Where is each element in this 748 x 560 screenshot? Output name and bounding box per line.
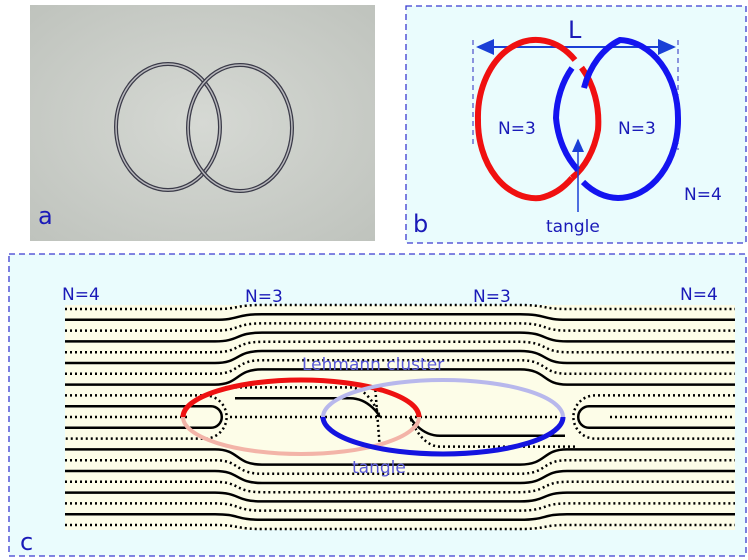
micrograph [30,5,375,241]
loop-label: N=3 [498,119,536,139]
figure: a L N=3 N=3 N=4 tangle b N=4 N=3 N=3 N=4… [0,0,748,560]
panel-label: b [413,210,428,238]
panel-label: a [38,202,53,230]
page: {"panel_a": {"label": "a"}, "panel_b": {… [0,0,748,560]
tangle-label: tangle [546,217,600,237]
region-label: N=3 [473,287,511,307]
region-label: N=4 [684,185,722,205]
cluster-label: Lehmann cluster [302,355,444,375]
tangle-label: tangle [352,458,406,478]
panel-b: L N=3 N=3 N=4 tangle b [406,6,746,243]
panel-label: c [20,528,33,556]
region-label: N=3 [245,287,283,307]
region-label: N=4 [62,285,100,305]
panel-c: N=4 N=3 N=3 N=4 Lehmann cluster tangle c [9,254,746,556]
panel-a: a [30,5,375,241]
region-label: N=4 [680,285,718,305]
length-label: L [568,16,582,44]
loop-label: N=3 [618,119,656,139]
